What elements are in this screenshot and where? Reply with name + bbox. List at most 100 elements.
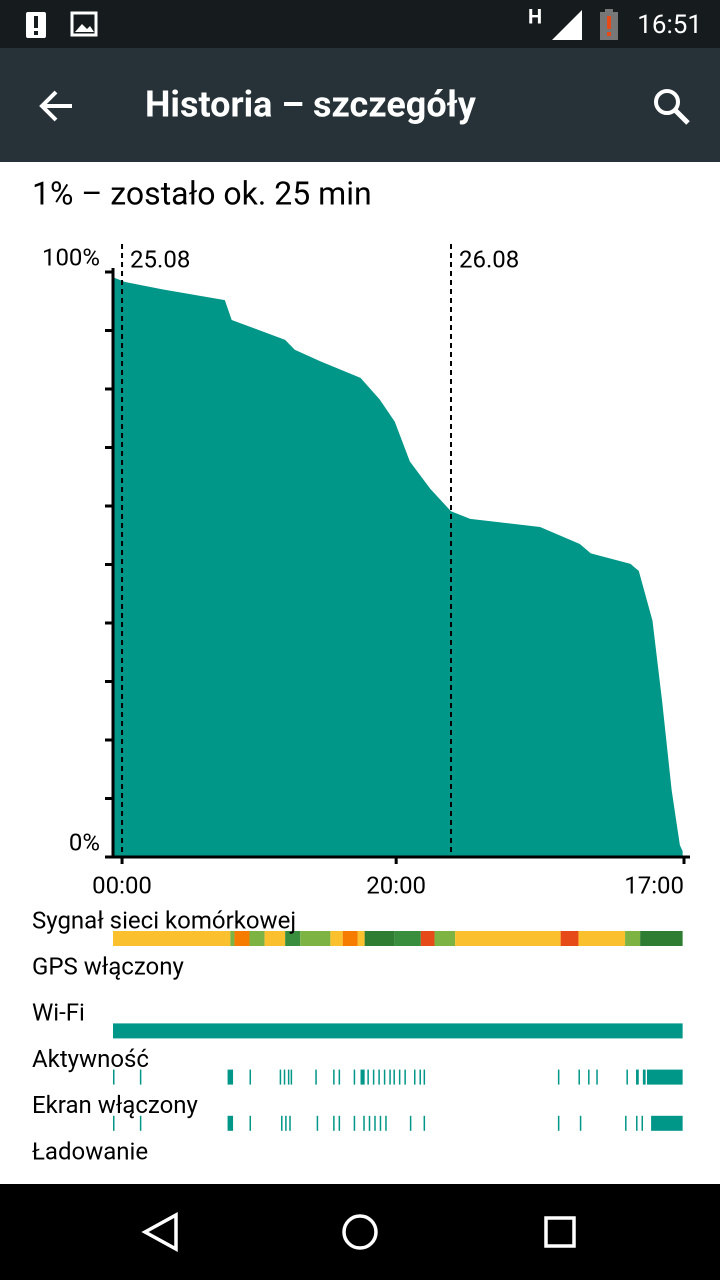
back-arrow[interactable] (39, 90, 72, 122)
track-segment (287, 1069, 290, 1085)
track-segment (419, 1069, 421, 1085)
track-segment (283, 1069, 286, 1085)
date-label: 26.08 (459, 245, 519, 273)
track-segment (557, 1069, 560, 1085)
y-tick-label: 100% (42, 243, 100, 271)
nav-home[interactable] (342, 1214, 378, 1250)
alert-dot (34, 31, 38, 35)
track-segment (636, 1069, 639, 1085)
signal-icon (552, 10, 582, 40)
track-segment (578, 931, 626, 946)
track-segment (378, 1069, 380, 1085)
track-segment (364, 931, 395, 946)
battery-summary: 1% – zostało ok. 25 min (32, 174, 372, 212)
track-segment (557, 1115, 560, 1131)
track-segment (363, 1115, 365, 1131)
track-segment (409, 1115, 412, 1131)
track-segment (139, 1115, 142, 1131)
track-segment (264, 931, 286, 946)
track-segment (113, 1069, 115, 1085)
track-segment (372, 1069, 375, 1085)
image-icon (70, 11, 98, 37)
track-segment (642, 1069, 646, 1085)
track-label: Sygnał sieci komórkowej (32, 906, 296, 934)
track-segment (420, 931, 435, 946)
battery-warning (607, 16, 611, 29)
track-segment (393, 1069, 395, 1085)
track-segment (383, 1069, 386, 1085)
track-segment (249, 1115, 252, 1131)
track-segment (113, 1023, 683, 1039)
track-segment (588, 1069, 590, 1085)
track-segment (113, 931, 231, 946)
track-label: Wi-Fi (32, 999, 85, 1027)
track-segment (398, 1069, 401, 1085)
track-segment (330, 931, 343, 946)
back-button[interactable] (39, 90, 72, 122)
track-segment (289, 1115, 291, 1131)
x-tick-label: 20:00 (366, 871, 426, 899)
track-segment (578, 1069, 580, 1085)
track-segment (139, 1069, 142, 1085)
track-segment (285, 1115, 287, 1131)
nav-recents[interactable] (544, 1216, 576, 1248)
track-segment (368, 1115, 371, 1131)
track-segment (455, 931, 561, 946)
track-segment (333, 1069, 335, 1085)
track-segment (626, 1069, 628, 1085)
track-segment (625, 1115, 627, 1131)
track-segment (357, 931, 365, 946)
track-segment (234, 931, 250, 946)
track-segment (404, 1069, 406, 1085)
track-segment (423, 1069, 426, 1085)
track-label: GPS włączony (32, 953, 184, 981)
track-segment (651, 1115, 683, 1131)
track-segment (353, 1069, 356, 1085)
track-segment (646, 1069, 683, 1085)
track-segment (290, 1069, 293, 1085)
track-segment (640, 931, 683, 946)
track-segment (285, 931, 301, 946)
battery-chart: 0% 100% 00:00 20:00 17:00 25.08 26.08 Sygnał si… (32, 243, 690, 1165)
clock: 16:51 (637, 10, 702, 40)
search-handle[interactable] (673, 108, 690, 125)
track-segment (379, 1115, 382, 1131)
track-segment (353, 1115, 356, 1131)
track-segment (636, 1115, 638, 1131)
alert-mark (34, 16, 38, 28)
track-segment (596, 1069, 598, 1085)
track-segment (230, 931, 235, 946)
network-type: H (528, 4, 542, 28)
navigation-bar (0, 1184, 720, 1280)
track-segment (413, 1069, 416, 1085)
track-segment (394, 931, 421, 946)
track-segment (423, 1115, 426, 1131)
track-segment (316, 1115, 319, 1131)
track-segment (300, 931, 331, 946)
search-button[interactable] (654, 89, 690, 125)
track-label: Aktywność (32, 1045, 149, 1073)
track-segment (560, 931, 579, 946)
track-segment (281, 1115, 283, 1131)
nav-back[interactable] (141, 1212, 178, 1252)
track-segment (389, 1069, 391, 1085)
track-segment (315, 1069, 317, 1085)
track-segment (374, 1115, 376, 1131)
track-label: Ładowanie (32, 1137, 148, 1165)
search-icon[interactable] (654, 89, 680, 115)
track-segment (333, 1115, 335, 1131)
battery-cap (605, 9, 613, 13)
x-tick-label: 00:00 (92, 871, 152, 899)
track-segment (279, 1069, 282, 1085)
toolbar-title: Historia – szczegóły (145, 84, 477, 126)
track-segment (385, 1115, 387, 1131)
image-icon-mount (75, 24, 94, 32)
track-segment (360, 1069, 365, 1085)
x-tick-label: 17:00 (624, 871, 684, 899)
track-segment (249, 1069, 252, 1085)
track-segment (342, 931, 358, 946)
track-segment (249, 931, 265, 946)
date-label: 25.08 (130, 245, 190, 273)
